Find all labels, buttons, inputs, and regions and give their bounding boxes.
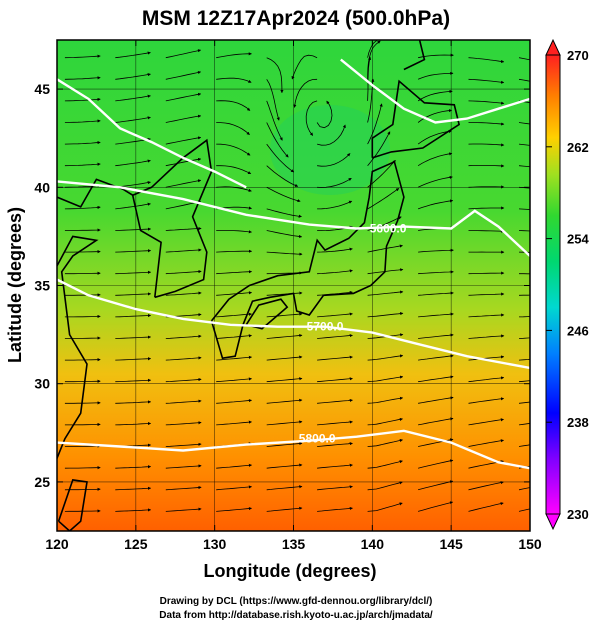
- y-tick-label: 25: [34, 474, 50, 490]
- colorbar-scale: [546, 55, 560, 514]
- colorbar-tick-label: 246: [567, 323, 589, 338]
- x-tick-label: 135: [282, 536, 306, 552]
- credit-data: Data from http://database.rish.kyoto-u.a…: [159, 610, 433, 621]
- contour-label: 5800.0: [299, 432, 336, 446]
- colorbar-tick-label: 270: [567, 48, 589, 63]
- y-tick-label: 45: [34, 81, 50, 97]
- colorbar-top-triangle: [546, 40, 560, 55]
- colorbar-tick-label: 262: [567, 140, 589, 155]
- credit-drawing: Drawing by DCL (https://www.gfd-dennou.o…: [160, 596, 433, 607]
- x-tick-label: 150: [518, 536, 542, 552]
- y-tick-label: 35: [34, 278, 50, 294]
- y-tick-label: 40: [34, 179, 50, 195]
- colorbar-tick-label: 230: [567, 507, 589, 522]
- contour-label: 5600.0: [370, 222, 407, 236]
- plot-area: 5600.0 5700.0 5800.0: [54, 33, 555, 531]
- x-tick-label: 130: [203, 536, 227, 552]
- colorbar-tick-label: 254: [567, 232, 589, 247]
- x-tick-label: 145: [439, 536, 463, 552]
- colorbar-tick-label: 238: [567, 415, 589, 430]
- x-tick-label: 125: [124, 536, 148, 552]
- x-tick-label: 120: [45, 536, 69, 552]
- y-tick-label: 30: [34, 376, 50, 392]
- chart-title: MSM 12Z17Apr2024 (500.0hPa): [142, 7, 450, 30]
- y-axis-label: Latitude (degrees): [5, 207, 25, 363]
- contour-label: 5700.0: [307, 320, 344, 334]
- colorbar-bottom-triangle: [546, 514, 560, 529]
- x-tick-label: 140: [361, 536, 385, 552]
- x-axis-label: Longitude (degrees): [203, 561, 376, 581]
- colorbar: 270 262 254 246 238 230: [546, 40, 589, 529]
